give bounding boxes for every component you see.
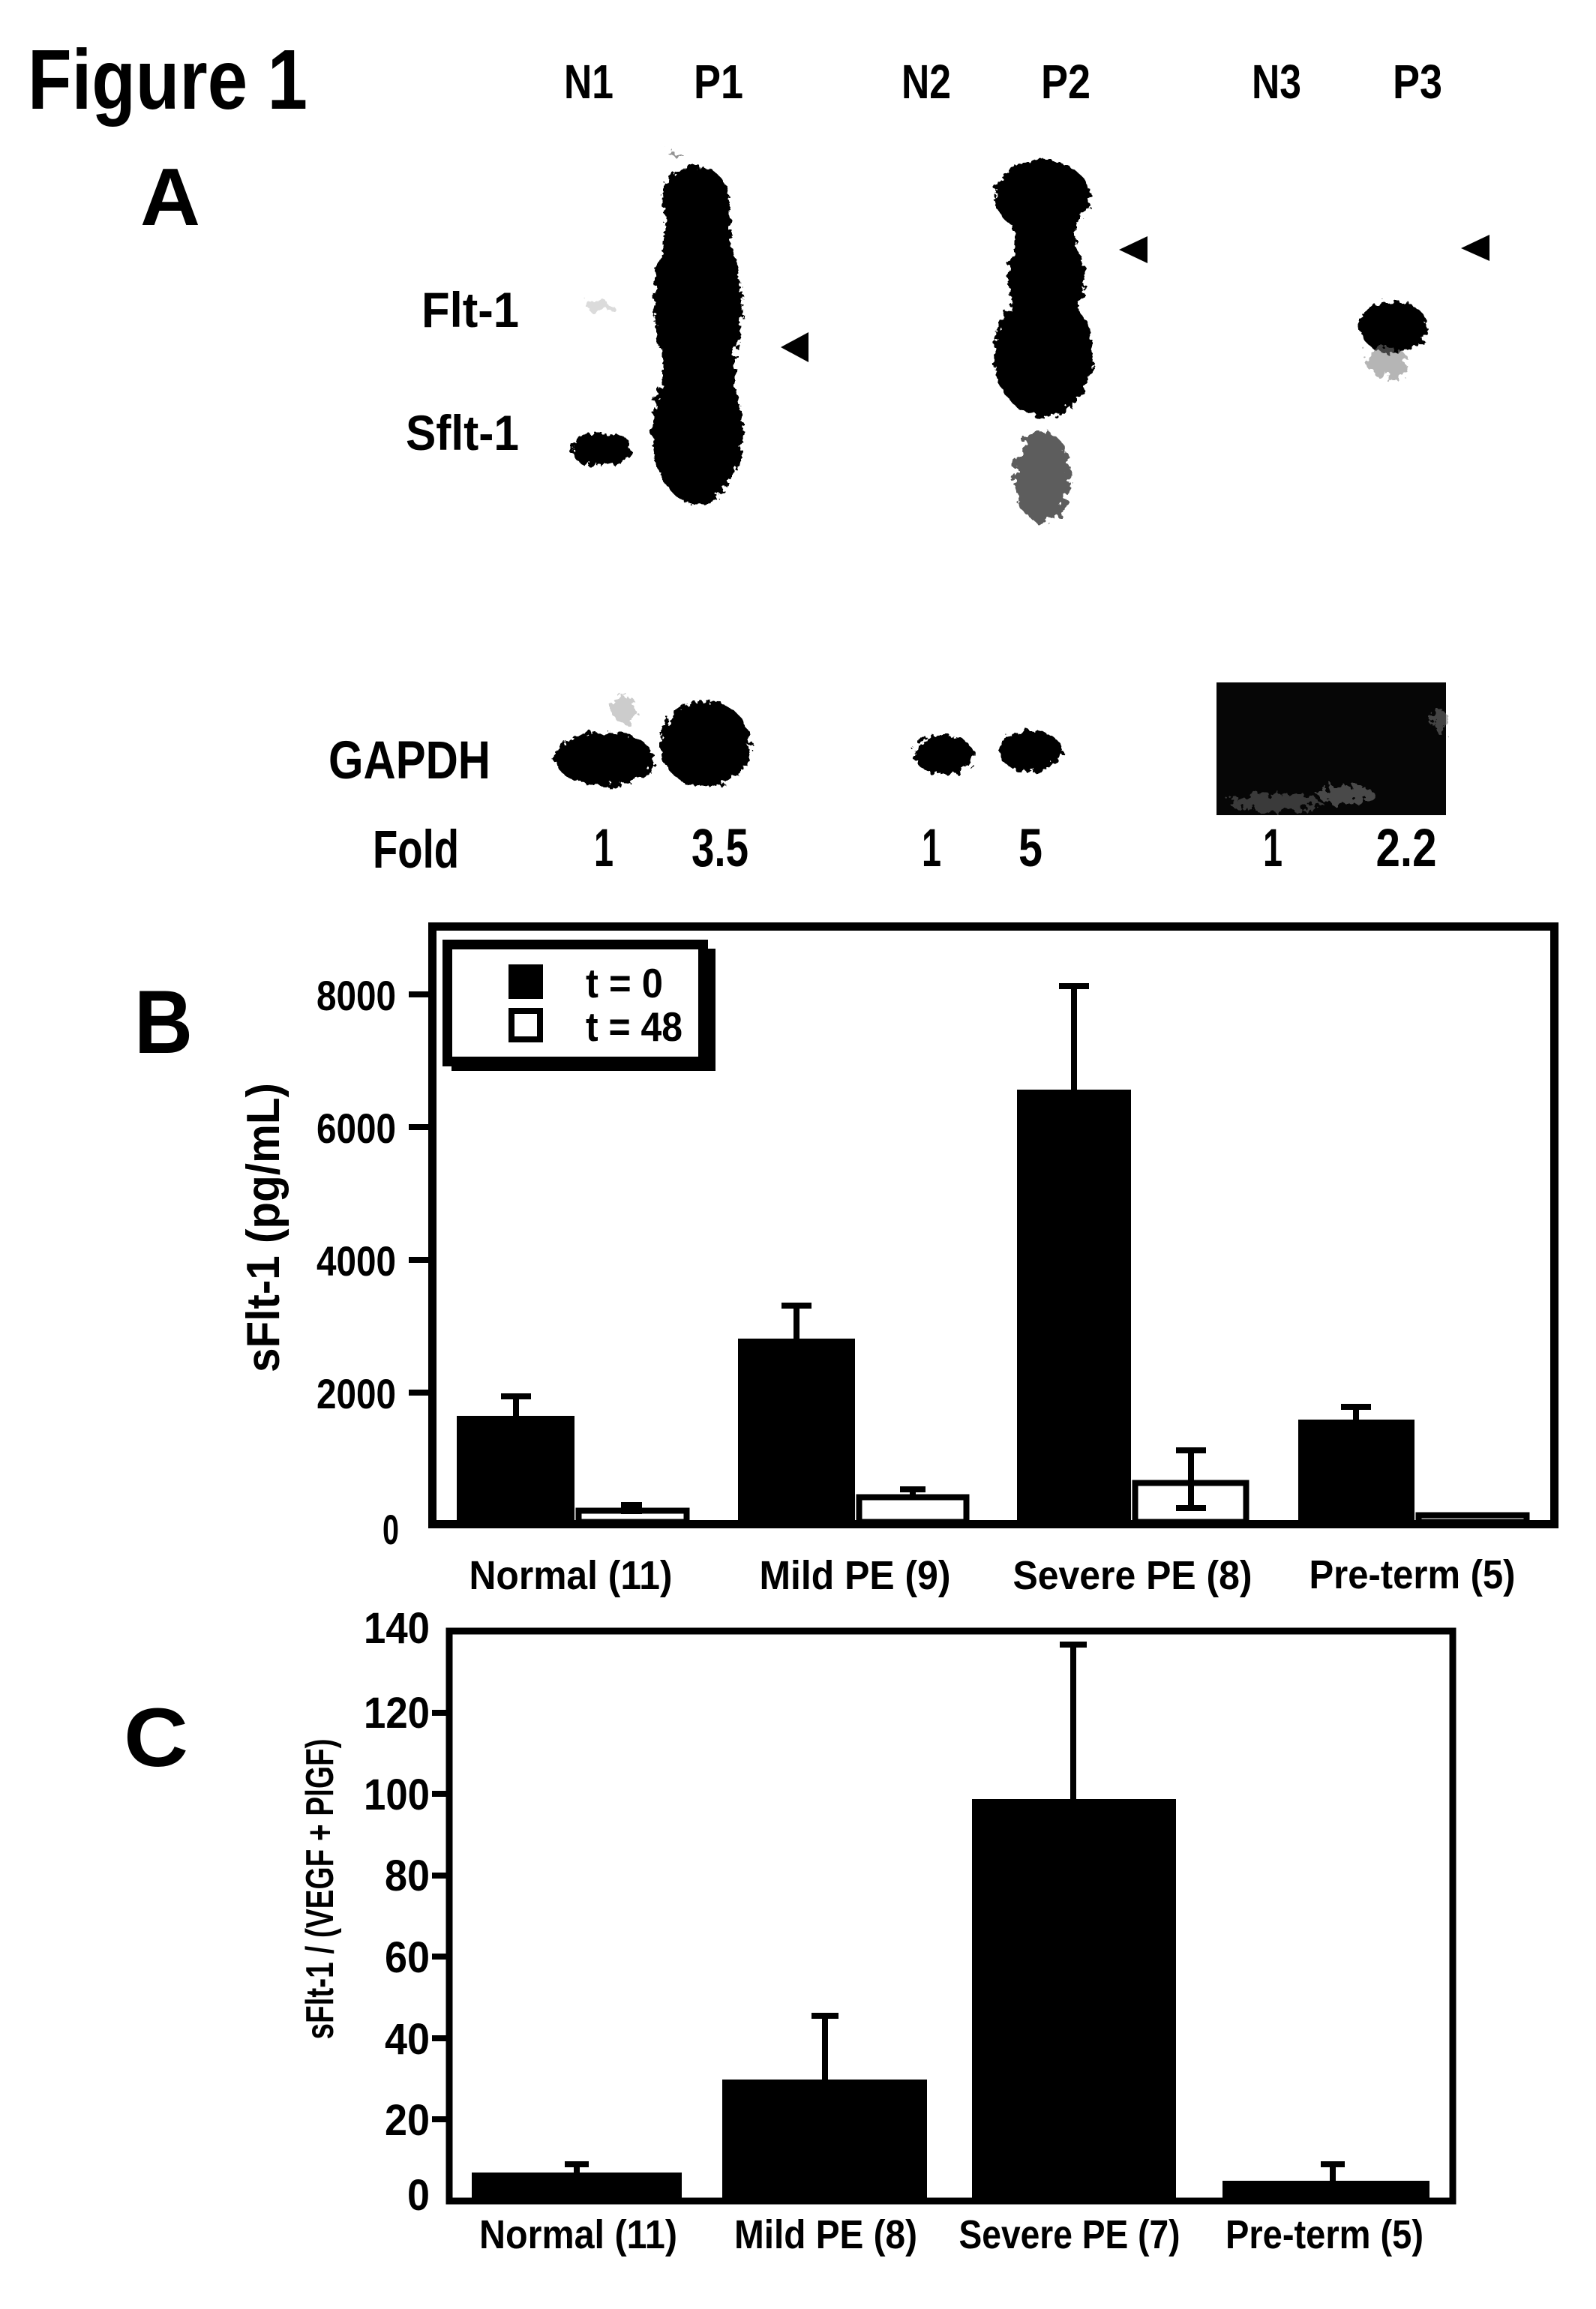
svg-text:5: 5 (1018, 819, 1042, 878)
svg-text:60: 60 (385, 1933, 430, 1982)
svg-text:N3: N3 (1252, 55, 1301, 109)
svg-text:B: B (134, 972, 193, 1072)
svg-text:A: A (140, 151, 200, 243)
svg-text:8000: 8000 (316, 972, 396, 1019)
svg-text:GAPDH: GAPDH (328, 731, 490, 790)
svg-text:P3: P3 (1393, 55, 1442, 109)
svg-text:Severe PE (8): Severe PE (8) (1013, 1553, 1252, 1598)
svg-text:P2: P2 (1041, 55, 1090, 109)
svg-text:100: 100 (364, 1771, 430, 1819)
svg-text:t = 0: t = 0 (586, 960, 663, 1006)
svg-text:1: 1 (922, 819, 941, 878)
svg-text:Mild PE (9): Mild PE (9) (760, 1553, 951, 1598)
svg-text:1: 1 (1263, 819, 1282, 878)
svg-text:N1: N1 (564, 55, 614, 109)
svg-text:1: 1 (594, 819, 614, 878)
svg-text:2000: 2000 (316, 1370, 396, 1417)
svg-text:Fold: Fold (373, 820, 459, 880)
svg-text:0: 0 (382, 1506, 399, 1553)
svg-text:Mild PE (8): Mild PE (8) (734, 2212, 917, 2257)
svg-text:140: 140 (364, 1604, 430, 1653)
svg-text:3.5: 3.5 (692, 819, 748, 878)
svg-text:6000: 6000 (316, 1105, 396, 1152)
svg-text:0: 0 (407, 2171, 430, 2220)
svg-text:Pre-term (5): Pre-term (5) (1310, 1552, 1516, 1597)
svg-text:4000: 4000 (316, 1237, 396, 1285)
svg-text:sFlt-1 / (VEGF + PlGF): sFlt-1 / (VEGF + PlGF) (298, 1739, 342, 2040)
svg-text:Sflt-1: Sflt-1 (406, 405, 519, 460)
svg-text:sFlt-1 (pg/mL): sFlt-1 (pg/mL) (238, 1083, 290, 1372)
svg-text:2.2: 2.2 (1376, 819, 1437, 878)
svg-text:t = 48: t = 48 (586, 1003, 682, 1050)
svg-text:Figure 1: Figure 1 (28, 32, 308, 127)
svg-text:C: C (124, 1692, 188, 1784)
svg-text:N2: N2 (902, 55, 951, 109)
svg-text:Pre-term (5): Pre-term (5) (1226, 2212, 1424, 2257)
svg-text:40: 40 (385, 2015, 430, 2064)
svg-text:Flt-1: Flt-1 (422, 282, 519, 337)
svg-text:Normal (11): Normal (11) (479, 2212, 677, 2257)
svg-text:20: 20 (385, 2096, 430, 2145)
svg-text:Severe PE (7): Severe PE (7) (959, 2212, 1180, 2257)
svg-text:80: 80 (385, 1852, 430, 1900)
svg-text:P1: P1 (694, 55, 743, 109)
svg-text:120: 120 (364, 1689, 430, 1738)
svg-text:Normal (11): Normal (11) (470, 1553, 673, 1598)
